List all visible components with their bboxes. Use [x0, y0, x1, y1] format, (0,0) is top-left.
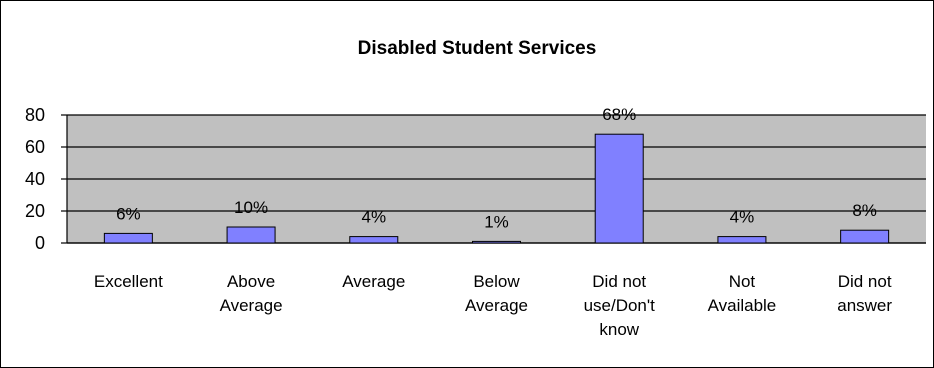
- data-label: 8%: [852, 201, 877, 220]
- plot-area: 0 20 40 60 80 6% Excellent 10% Above Average 4% Ave…: [25, 105, 926, 339]
- x-category-label: Below: [473, 272, 520, 291]
- x-category-label: Did not: [838, 272, 892, 291]
- x-category-label: Average: [220, 296, 283, 315]
- bar: [840, 229, 890, 244]
- data-label: 68%: [602, 105, 636, 124]
- y-tick-label: 60: [25, 137, 45, 157]
- x-category-label: answer: [837, 296, 892, 315]
- bar: [472, 240, 521, 244]
- chart-title: Disabled Student Services: [358, 38, 597, 59]
- data-label: 1%: [484, 212, 509, 231]
- x-category-label: Available: [708, 296, 777, 315]
- x-category-label: Average: [465, 296, 528, 315]
- x-category-label: Above: [227, 272, 275, 291]
- data-label: 10%: [234, 198, 268, 217]
- y-tick-label: 0: [35, 233, 45, 253]
- x-category-label: use/Don't: [584, 296, 656, 315]
- y-tick-label: 40: [25, 169, 45, 189]
- y-tick-label: 80: [25, 105, 45, 125]
- data-label: 4%: [361, 208, 386, 227]
- bar: [226, 226, 276, 244]
- y-tick-label: 20: [25, 201, 45, 221]
- x-category-label: Average: [342, 272, 405, 291]
- bar: [594, 133, 644, 244]
- x-category-label: know: [599, 320, 639, 339]
- data-label: 6%: [116, 204, 141, 223]
- x-category-label: Did not: [592, 272, 646, 291]
- x-category-label: Excellent: [94, 272, 163, 291]
- bar: [103, 232, 153, 244]
- data-label: 4%: [730, 208, 755, 227]
- x-category-label: Not: [729, 272, 756, 291]
- bar: [349, 236, 399, 244]
- bar: [717, 236, 767, 244]
